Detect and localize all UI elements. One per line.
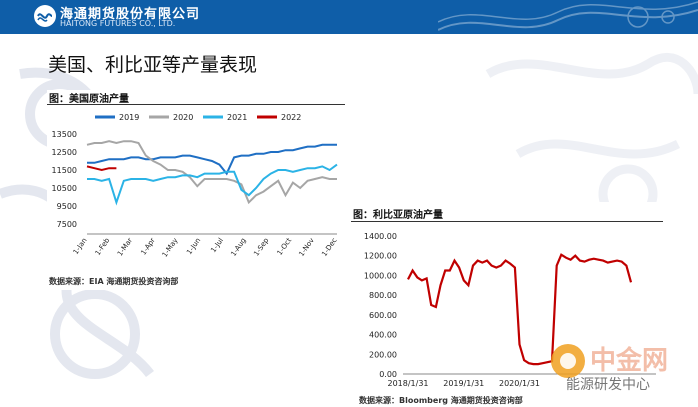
- y-tick-label: 9500: [57, 202, 77, 211]
- y-tick-label: 600.00: [369, 311, 397, 320]
- x-tick-label: 1-Mar: [116, 236, 134, 257]
- chart-title-underline: [47, 104, 345, 105]
- y-tick-label: 800.00: [369, 291, 397, 300]
- company-logo-icon: [34, 5, 56, 27]
- header-wave-decoration: [438, 1, 698, 31]
- series-line-libya: [407, 253, 633, 366]
- y-tick-label: 1000.00: [364, 271, 397, 280]
- chart-title-underline: [351, 221, 663, 222]
- chart-source: 数据来源：EIA 海通期货投资咨询部: [49, 277, 179, 286]
- x-tick-label: 2019/1/31: [443, 379, 484, 388]
- x-tick-label: 1-Aug: [229, 237, 247, 258]
- us-production-chart-panel: 图：美国原油产量 2019 2020 2021 2022 13500 12500 11500…: [47, 90, 345, 290]
- chart-title: 图：利比亚原油产量: [353, 210, 443, 221]
- x-tick-label: 1-Nov: [298, 237, 316, 259]
- series-line-2021: [87, 163, 338, 206]
- y-tick-label: 200.00: [369, 350, 397, 359]
- legend-label: 2022: [281, 113, 301, 122]
- y-tick-label: 7500: [57, 220, 77, 229]
- y-tick-label: 11500: [52, 166, 77, 175]
- y-tick-label: 0.00: [379, 370, 397, 379]
- company-name-cn: 海通期货股份有限公司: [60, 7, 201, 22]
- y-tick-label: 400.00: [369, 331, 397, 340]
- x-tick-label: 1-Jun: [185, 237, 202, 257]
- y-tick-label: 1200.00: [364, 252, 397, 261]
- chart-source: 数据来源：Bloomberg 海通期货投资咨询部: [359, 396, 523, 405]
- x-tick-label: 2018/1/31: [387, 379, 428, 388]
- watermark-sub: 能源研发中心: [566, 377, 650, 393]
- series-line-2020: [86, 140, 337, 205]
- x-tick-label: 1-May: [161, 237, 180, 259]
- y-tick-label: 1400.00: [364, 232, 397, 241]
- watermark-main: 中金网: [590, 345, 668, 376]
- x-tick-label: 2020/1/31: [499, 379, 540, 388]
- y-tick-label: 13500: [52, 130, 77, 139]
- company-name-en: HAITONG FUTURES CO., LTD.: [60, 19, 176, 28]
- watermark-logo: 中金网 能源研发中心: [551, 344, 668, 393]
- y-tick-label: 10500: [52, 184, 77, 193]
- libya-production-chart: 1400.00 1200.00 1000.00 800.00 600.00 400.00 2…: [364, 232, 656, 388]
- legend-label: 2019: [119, 113, 139, 122]
- y-tick-label: 12500: [52, 148, 77, 157]
- us-production-chart: 2019 2020 2021 2022 13500 12500 11500 10500 9500…: [52, 113, 339, 259]
- x-tick-label: 1-Dec: [320, 236, 338, 258]
- page-title: 美国、利比亚等产量表现: [48, 54, 258, 76]
- legend-label: 2021: [227, 113, 247, 122]
- libya-production-chart-panel: 图：利比亚原油产量 1400.00 1200.00 1000.00 800.00 600…: [351, 202, 663, 407]
- series-line-2019: [87, 143, 337, 176]
- header-bar: 海通期货股份有限公司 HAITONG FUTURES CO., LTD.: [0, 0, 698, 34]
- x-tick-label: 1-Jul: [209, 237, 225, 255]
- x-tick-label: 1-Feb: [94, 236, 112, 257]
- x-tick-label: 1-Apr: [139, 236, 156, 256]
- legend-label: 2020: [173, 113, 193, 122]
- series-line-2022: [86, 165, 117, 172]
- x-tick-label: 1-Oct: [276, 236, 294, 257]
- chart-title: 图：美国原油产量: [49, 94, 129, 105]
- x-tick-label: 1-Jan: [72, 237, 89, 256]
- x-tick-label: 1-Sep: [252, 236, 270, 258]
